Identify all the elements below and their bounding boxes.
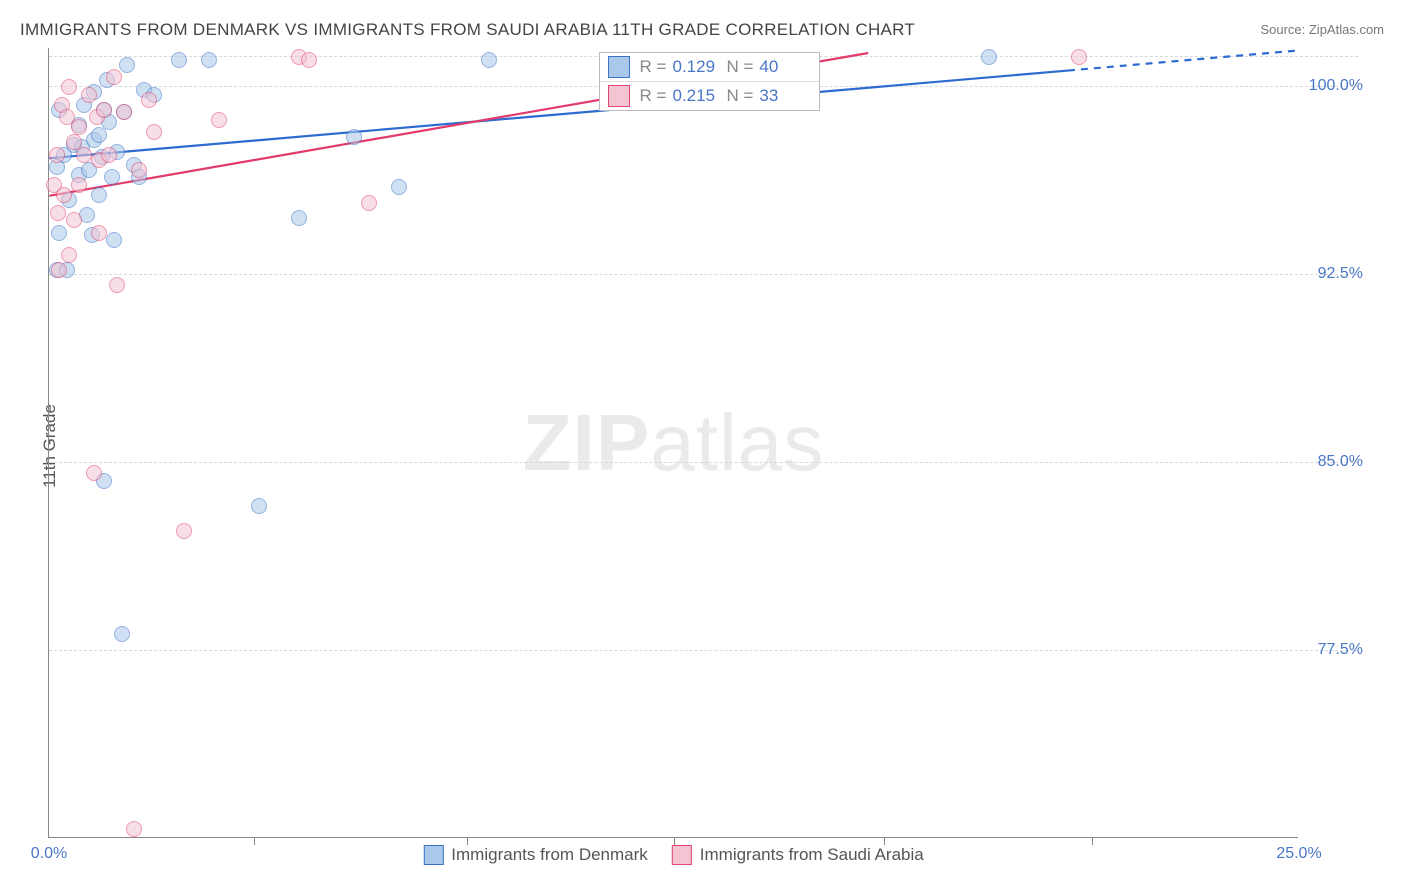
data-point	[96, 102, 112, 118]
y-tick-label: 100.0%	[1309, 77, 1363, 95]
data-point	[106, 69, 122, 85]
data-point	[76, 147, 92, 163]
data-point	[61, 247, 77, 263]
data-point	[71, 177, 87, 193]
y-tick-label: 77.5%	[1318, 641, 1363, 659]
data-point	[201, 52, 217, 68]
data-point	[211, 112, 227, 128]
legend-stats: R =0.129N =40	[640, 57, 808, 77]
watermark: ZIPatlas	[523, 397, 824, 489]
data-point	[50, 205, 66, 221]
data-point	[481, 52, 497, 68]
data-point	[81, 87, 97, 103]
data-point	[116, 104, 132, 120]
legend-swatch	[672, 845, 692, 865]
data-point	[301, 52, 317, 68]
gridline-h	[49, 462, 1358, 463]
x-minor-tick	[254, 837, 255, 845]
correlation-legend-row: R =0.215N =33	[600, 81, 820, 110]
x-tick-label: 0.0%	[31, 845, 67, 863]
data-point	[346, 129, 362, 145]
data-point	[361, 195, 377, 211]
x-minor-tick	[467, 837, 468, 845]
data-point	[106, 232, 122, 248]
correlation-legend-row: R =0.129N =40	[600, 53, 820, 81]
series-legend-item: Immigrants from Denmark	[423, 845, 647, 865]
data-point	[146, 124, 162, 140]
x-minor-tick	[1092, 837, 1093, 845]
legend-series-label: Immigrants from Saudi Arabia	[700, 845, 924, 865]
data-point	[51, 262, 67, 278]
legend-swatch	[608, 85, 630, 107]
y-tick-label: 85.0%	[1318, 453, 1363, 471]
data-point	[391, 179, 407, 195]
data-point	[1071, 49, 1087, 65]
series-legend: Immigrants from Denmark Immigrants from S…	[423, 845, 923, 865]
data-point	[131, 162, 147, 178]
data-point	[114, 626, 130, 642]
data-point	[61, 79, 77, 95]
scatter-plot-area: ZIPatlas 77.5%85.0%92.5%100.0%0.0%25.0%R…	[48, 48, 1298, 838]
data-point	[51, 225, 67, 241]
data-point	[56, 187, 72, 203]
data-point	[66, 212, 82, 228]
data-point	[251, 498, 267, 514]
data-point	[86, 465, 102, 481]
data-point	[141, 92, 157, 108]
trend-lines	[49, 48, 1298, 837]
gridline-h	[49, 274, 1358, 275]
y-tick-label: 92.5%	[1318, 265, 1363, 283]
data-point	[291, 210, 307, 226]
data-point	[104, 169, 120, 185]
x-tick-label: 25.0%	[1276, 845, 1321, 863]
legend-series-label: Immigrants from Denmark	[451, 845, 647, 865]
source-attribution: Source: ZipAtlas.com	[1260, 22, 1384, 37]
data-point	[91, 187, 107, 203]
x-minor-tick	[884, 837, 885, 845]
data-point	[91, 225, 107, 241]
legend-swatch	[608, 56, 630, 78]
data-point	[176, 523, 192, 539]
data-point	[119, 57, 135, 73]
data-point	[171, 52, 187, 68]
data-point	[49, 147, 65, 163]
legend-swatch	[423, 845, 443, 865]
data-point	[981, 49, 997, 65]
data-point	[71, 119, 87, 135]
correlation-legend: R =0.129N =40 R =0.215N =33	[599, 52, 821, 111]
legend-stats: R =0.215N =33	[640, 86, 808, 106]
x-minor-tick	[674, 837, 675, 845]
gridline-h	[49, 650, 1358, 651]
series-legend-item: Immigrants from Saudi Arabia	[672, 845, 924, 865]
data-point	[126, 821, 142, 837]
chart-title: IMMIGRANTS FROM DENMARK VS IMMIGRANTS FR…	[20, 20, 915, 40]
data-point	[109, 277, 125, 293]
data-point	[101, 147, 117, 163]
